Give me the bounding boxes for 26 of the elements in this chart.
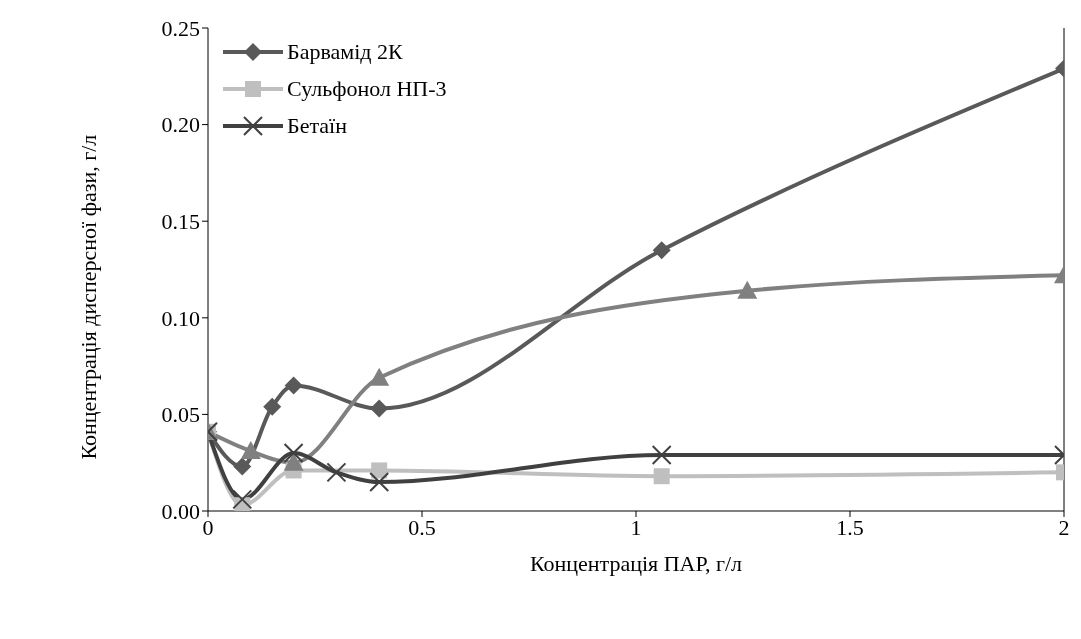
x-tick-label: 0 [202, 514, 214, 540]
x-tick-label: 1 [630, 514, 642, 540]
y-tick-label: 0.25 [161, 15, 200, 41]
y-axis-title: Концентрація дисперсної фази, г/л [75, 134, 101, 460]
legend-label: Бетаїн [287, 112, 347, 139]
y-tick-label: 0.05 [161, 402, 200, 428]
point [371, 462, 388, 479]
x-axis-title: Концентрація ПАР, г/л [529, 551, 743, 576]
x-tick-label: 2 [1058, 514, 1070, 540]
x-tick-label: 1.5 [836, 514, 864, 540]
y-tick-label: 0.00 [161, 498, 200, 524]
y-tick-label: 0.15 [161, 209, 200, 235]
y-tick-label: 0.10 [161, 305, 200, 331]
point [370, 399, 389, 418]
point [284, 376, 303, 395]
point [283, 452, 304, 471]
point [653, 468, 670, 485]
y-tick-label: 0.20 [161, 112, 200, 138]
legend-label: Барвамід 2К [287, 38, 403, 65]
point [652, 241, 671, 260]
legend-label: Сульфонол НП-3 [287, 75, 447, 102]
x-tick-label: 0.5 [408, 514, 436, 540]
point [263, 397, 282, 416]
point [240, 441, 261, 460]
point [369, 367, 390, 386]
point [233, 457, 252, 476]
